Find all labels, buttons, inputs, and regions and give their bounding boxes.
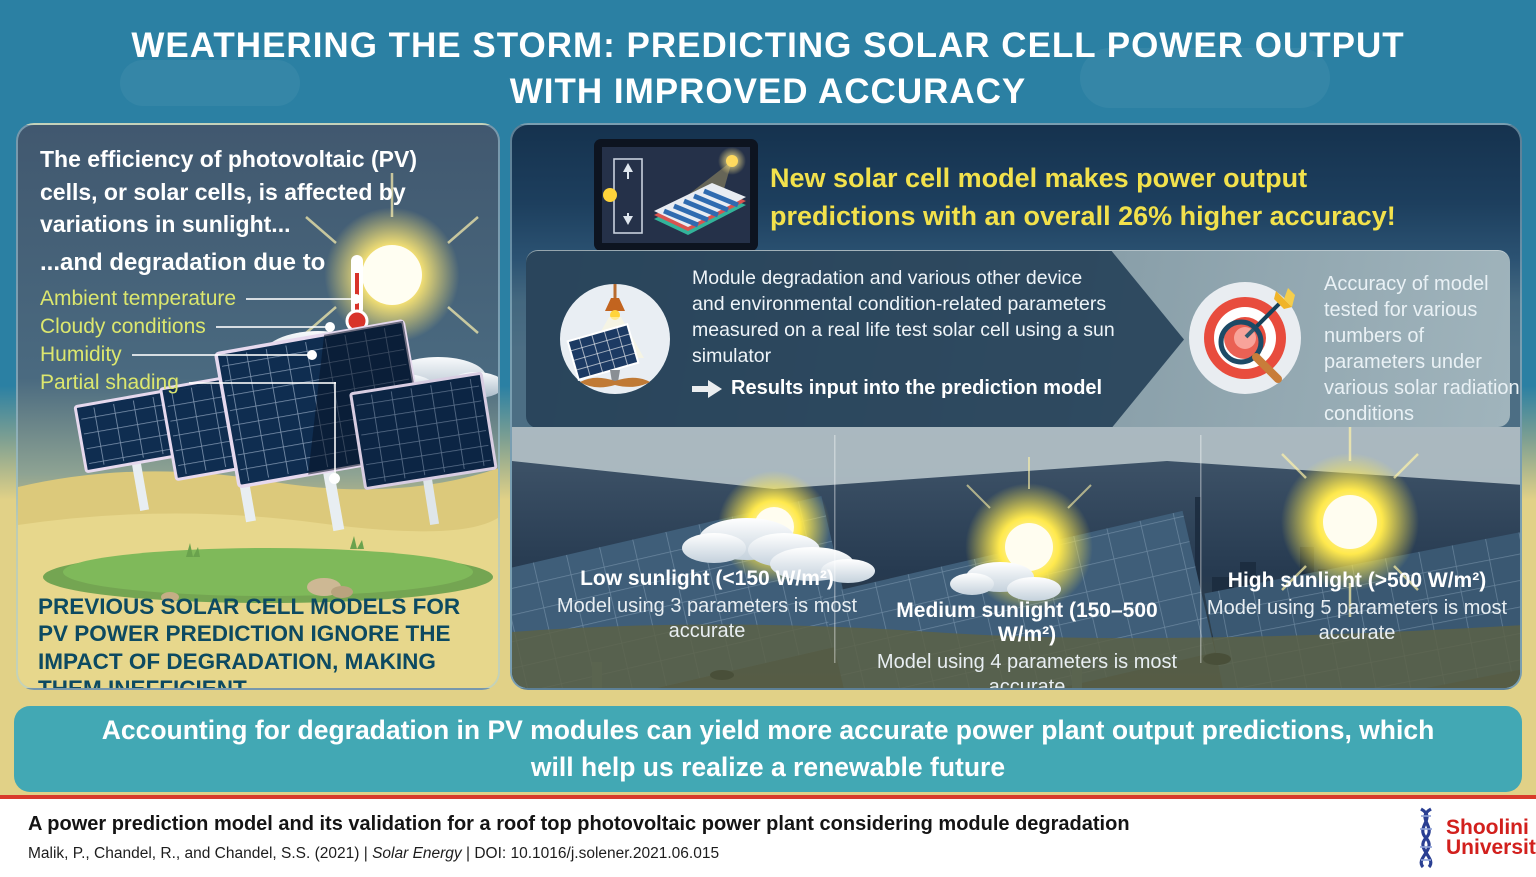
condition-low-sunlight: Low sunlight (<150 W/m²) Model using 3 p… (547, 567, 867, 644)
factor-label: Ambient temperature (40, 287, 237, 310)
section-divider (1200, 435, 1202, 663)
factor-row: Ambient temperature (40, 285, 361, 313)
factor-label: Cloudy conditions (40, 315, 206, 338)
degradation-factors-list: Ambient temperature Cloudy conditions Hu… (40, 285, 361, 397)
medium-sun-clouds (950, 562, 1061, 601)
degradation-heading: ...and degradation due to (40, 249, 326, 276)
decorative-cloud (1080, 48, 1330, 108)
process-band: Module degradation and various other dev… (526, 250, 1520, 428)
solar-panels-illustration (73, 319, 498, 532)
condition-description: Model using 5 parameters is most accurat… (1206, 597, 1508, 644)
arrow-right-icon (692, 379, 722, 398)
left-panel-illustration (18, 173, 498, 688)
shoolini-university-logo: Shoolini University (1412, 807, 1536, 869)
left-panel-intro: The efficiency of photovoltaic (PV) cell… (40, 146, 417, 238)
grass-patch (63, 548, 473, 596)
logo-line2: University (1446, 836, 1536, 859)
paper-title: A power prediction model and its validat… (28, 813, 1130, 835)
header: WEATHERING THE STORM: PREDICTING SOLAR C… (0, 0, 1536, 123)
conclusion-banner: Accounting for degradation in PV modules… (14, 706, 1522, 792)
process-description: Module degradation and various other dev… (692, 267, 1115, 367)
condition-medium-sunlight: Medium sunlight (150–500 W/m²) Model usi… (872, 599, 1182, 690)
right-panel-headline: New solar cell model makes power output … (770, 163, 1396, 232)
factor-row: Partial shading (40, 369, 336, 397)
process-result: Results input into the prediction model (692, 377, 1102, 400)
footer: A power prediction model and its validat… (0, 795, 1536, 877)
condition-high-sunlight: High sunlight (>500 W/m²) Model using 5 … (1202, 569, 1512, 646)
factor-label: Humidity (40, 343, 122, 366)
left-panel: The efficiency of photovoltaic (PV) cell… (16, 123, 500, 690)
connector-line (246, 294, 361, 304)
low-sun-clouds (682, 518, 875, 583)
factor-label: Partial shading (40, 371, 179, 394)
citation: Malik, P., Chandel, R., and Chandel, S.S… (28, 845, 719, 863)
conclusion-text: Accounting for degradation in PV modules… (101, 715, 1435, 782)
condition-title: High sunlight (>500 W/m²) (1227, 569, 1487, 592)
scene-rock (710, 670, 734, 680)
rocks (161, 578, 353, 602)
sunlight-scene: Low sunlight (<150 W/m²) Model using 3 p… (512, 427, 1520, 690)
sunlight-scene-illustration (512, 427, 1520, 688)
connector-line (188, 382, 336, 384)
logo-line1: Shoolini (1446, 816, 1529, 840)
citation-authors: Malik, P., Chandel, R., and Chandel, S.S… (28, 845, 373, 862)
connector-line (215, 322, 336, 332)
scene-ground (512, 624, 1520, 688)
dna-icon (1419, 807, 1433, 869)
right-panel: New solar cell model makes power output … (510, 123, 1522, 690)
journal-name: Solar Energy (372, 845, 462, 862)
condition-description: Model using 3 parameters is most accurat… (556, 595, 858, 642)
condition-title: Low sunlight (<150 W/m²) (580, 567, 834, 590)
accuracy-note: Accuracy of model tested for various num… (1324, 273, 1520, 425)
page-title-line1: WEATHERING THE STORM: PREDICTING SOLAR C… (131, 26, 1405, 65)
page-title-line2: WITH IMPROVED ACCURACY (509, 72, 1027, 111)
factor-row: Humidity (40, 341, 318, 369)
factor-row: Cloudy conditions (40, 313, 336, 341)
shrubs (186, 536, 364, 557)
section-divider (834, 435, 836, 663)
logo-text: Shoolini University (1446, 816, 1536, 859)
process-result-text: Results input into the prediction model (731, 377, 1103, 399)
target-icon (1189, 282, 1301, 394)
condition-description: Model using 4 parameters is most accurat… (876, 651, 1178, 690)
left-panel-caption: PREVIOUS SOLAR CELL MODELS FOR PV POWER … (38, 594, 461, 690)
scene-rock (1203, 653, 1231, 665)
sun-simulator-icon (560, 284, 670, 394)
connector-dot (329, 473, 340, 484)
high-sun-icon (1258, 427, 1442, 617)
decorative-cloud (120, 60, 300, 106)
connector-line-vertical (334, 382, 336, 477)
citation-doi: | DOI: 10.1016/j.solener.2021.06.015 (461, 845, 720, 862)
connector-line (131, 350, 318, 360)
condition-title: Medium sunlight (150–500 W/m²) (896, 599, 1158, 646)
